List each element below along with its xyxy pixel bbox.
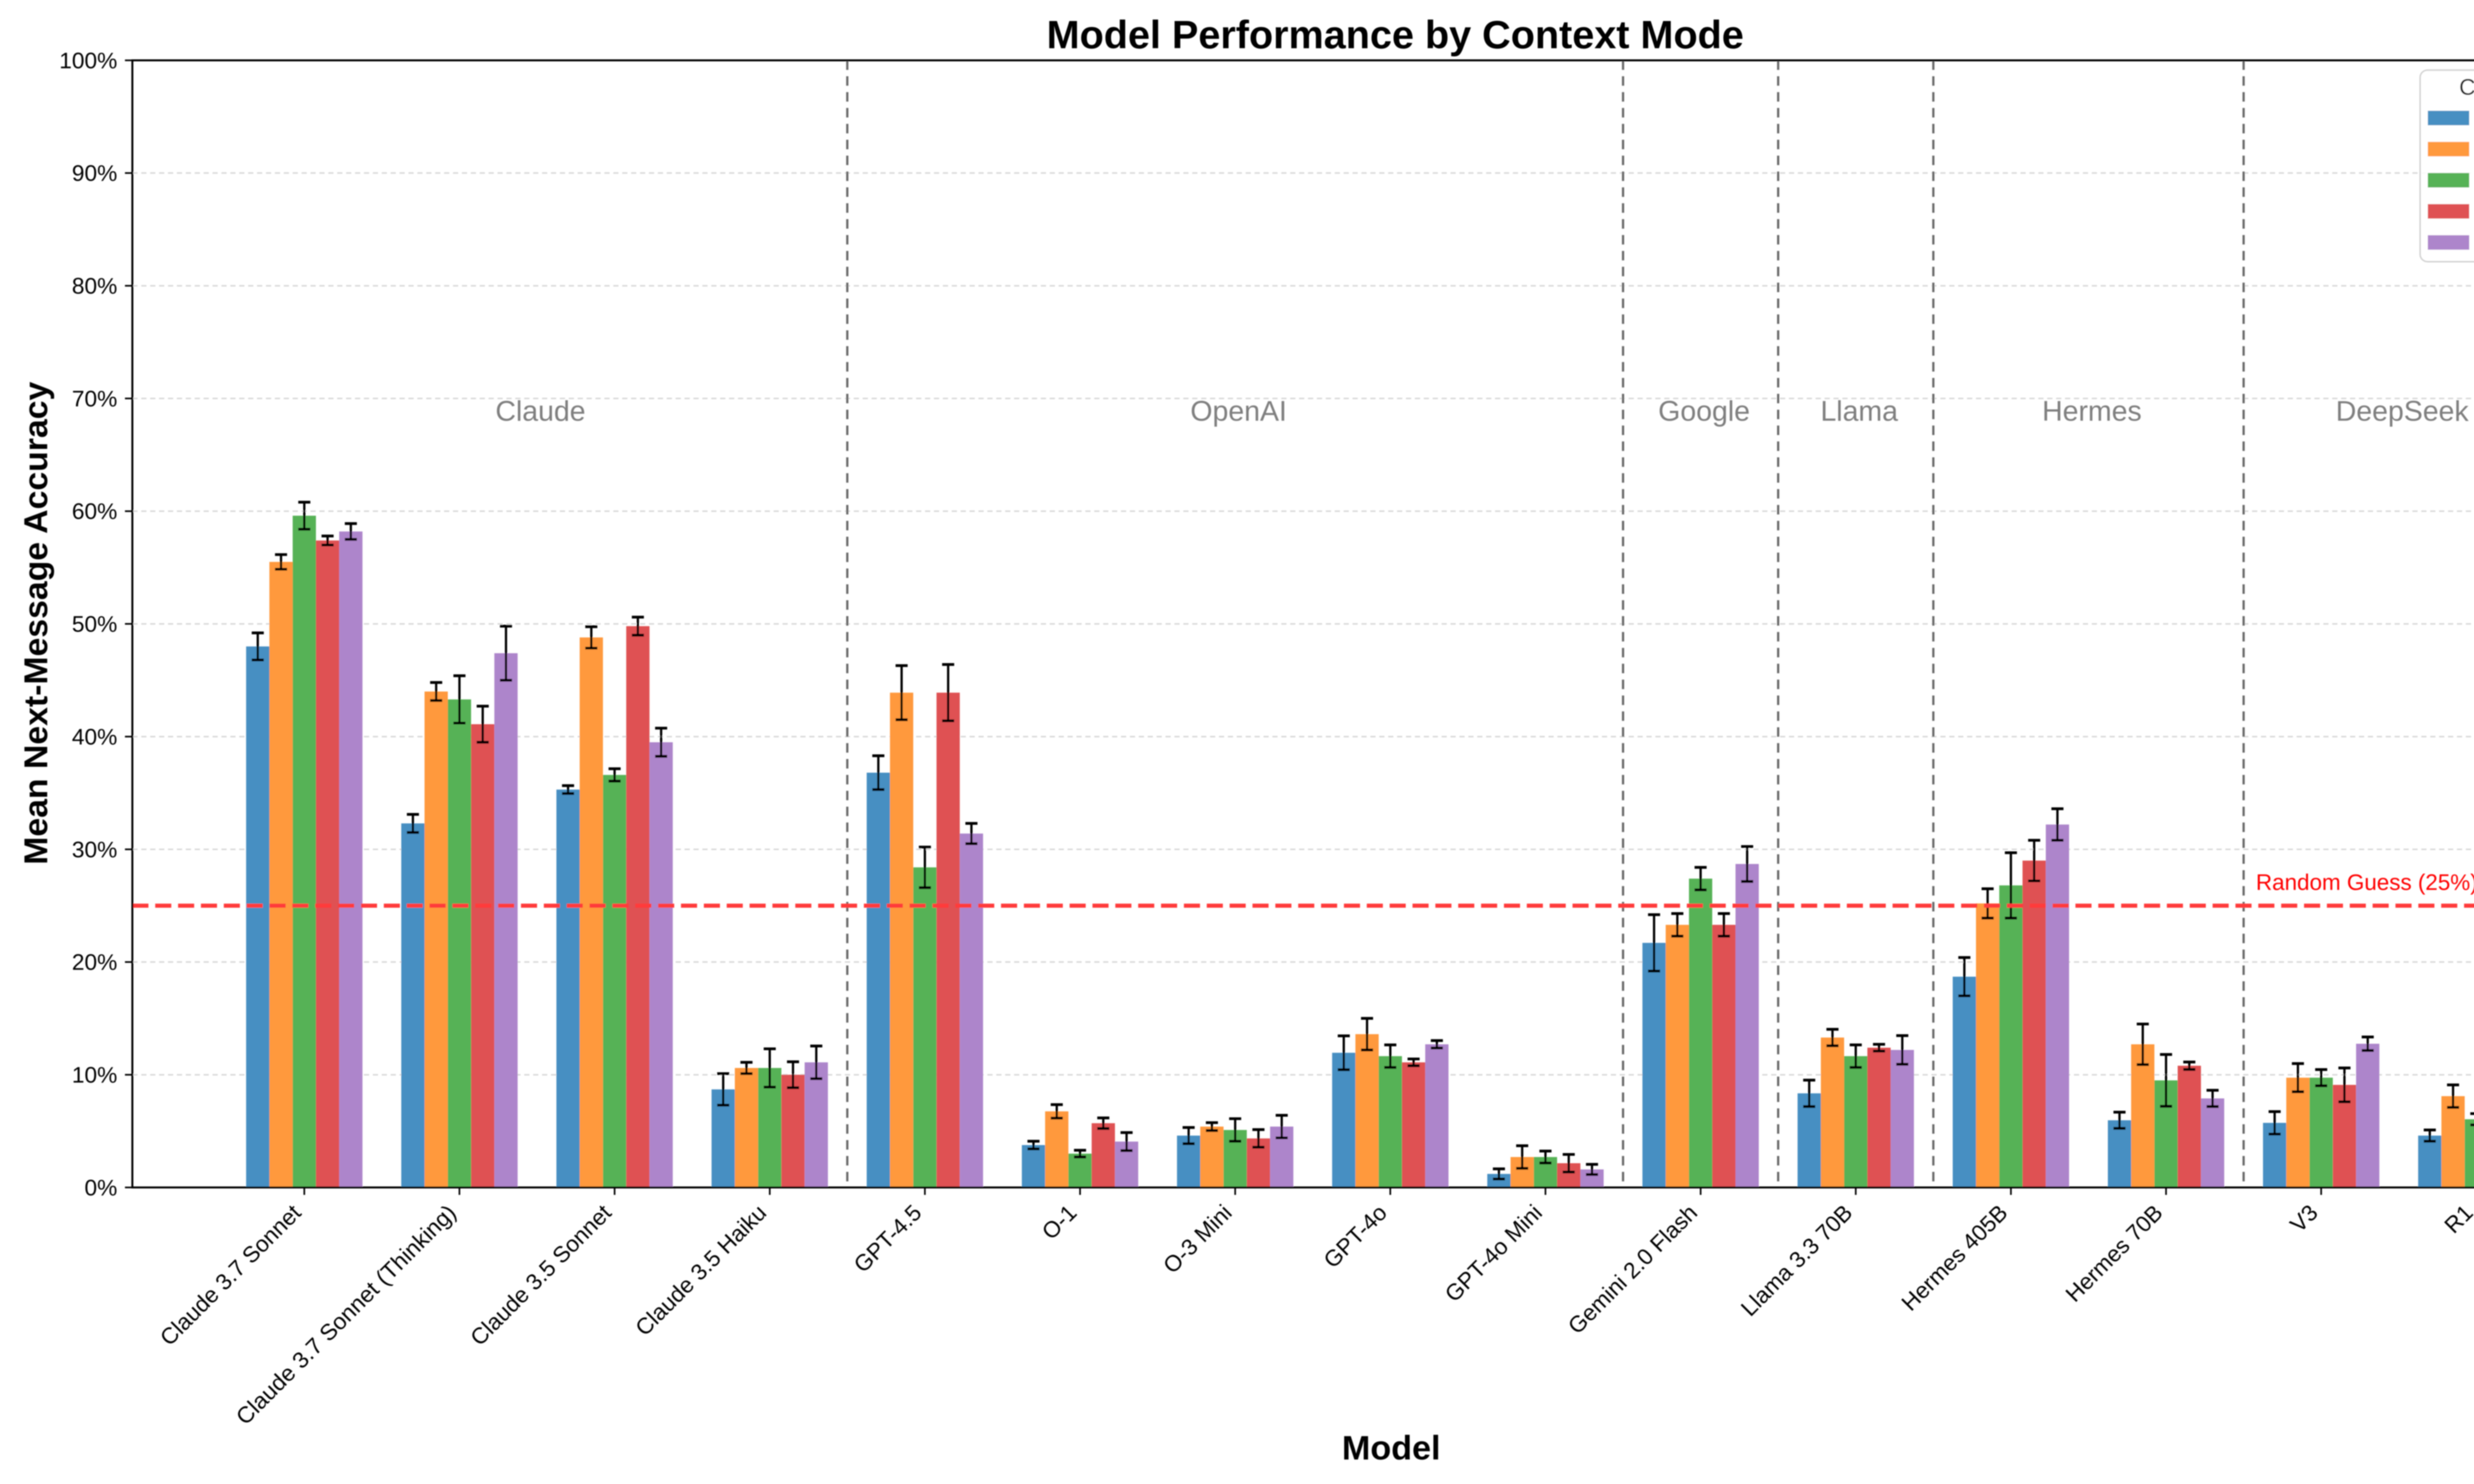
svg-text:Context Mode: Context Mode (2459, 75, 2474, 100)
svg-text:100%: 100% (59, 48, 117, 73)
svg-text:Model Performance by Context M: Model Performance by Context Mode (1047, 13, 1744, 57)
svg-text:90%: 90% (72, 161, 117, 186)
svg-text:Model: Model (1342, 1429, 1440, 1467)
svg-text:Llama: Llama (1820, 396, 1898, 427)
svg-text:30%: 30% (72, 837, 117, 862)
svg-text:Google: Google (1658, 396, 1750, 427)
svg-text:Hermes: Hermes (2042, 396, 2141, 427)
svg-text:Mean Next-Message Accuracy: Mean Next-Message Accuracy (18, 382, 54, 865)
svg-text:20%: 20% (72, 950, 117, 975)
svg-text:OpenAI: OpenAI (1190, 396, 1287, 427)
svg-text:70%: 70% (72, 386, 117, 411)
svg-text:80%: 80% (72, 274, 117, 299)
svg-text:40%: 40% (72, 724, 117, 749)
svg-text:50%: 50% (72, 611, 117, 637)
svg-text:10%: 10% (72, 1063, 117, 1088)
svg-text:DeepSeek: DeepSeek (2336, 396, 2469, 427)
svg-text:0%: 0% (85, 1175, 117, 1200)
svg-text:60%: 60% (72, 499, 117, 524)
svg-text:Claude: Claude (495, 396, 585, 427)
svg-text:Random Guess (25%): Random Guess (25%) (2256, 870, 2474, 895)
